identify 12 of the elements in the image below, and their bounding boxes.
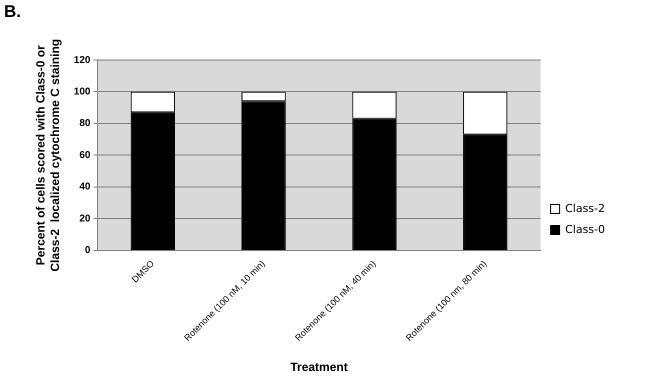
text: B. [4, 2, 21, 22]
y-tick-label: 120 [74, 54, 91, 66]
legend-label: Class-0 [565, 222, 606, 236]
y-tick-label: 40 [79, 182, 91, 193]
y-tick-label: 0 [84, 245, 91, 256]
legend-label: Class-2 [565, 202, 606, 215]
y-tick-label: 100 [74, 86, 91, 98]
y-axis-title: Percent of cells scored with Class-0 or Class-2 localized cytochrome C staining [34, 38, 62, 272]
x-axis-title: Treatment [290, 360, 348, 374]
y-tick-label: 80 [79, 118, 91, 130]
y-tick-label: 60 [79, 150, 91, 161]
y-tick-label: 20 [79, 213, 91, 224]
